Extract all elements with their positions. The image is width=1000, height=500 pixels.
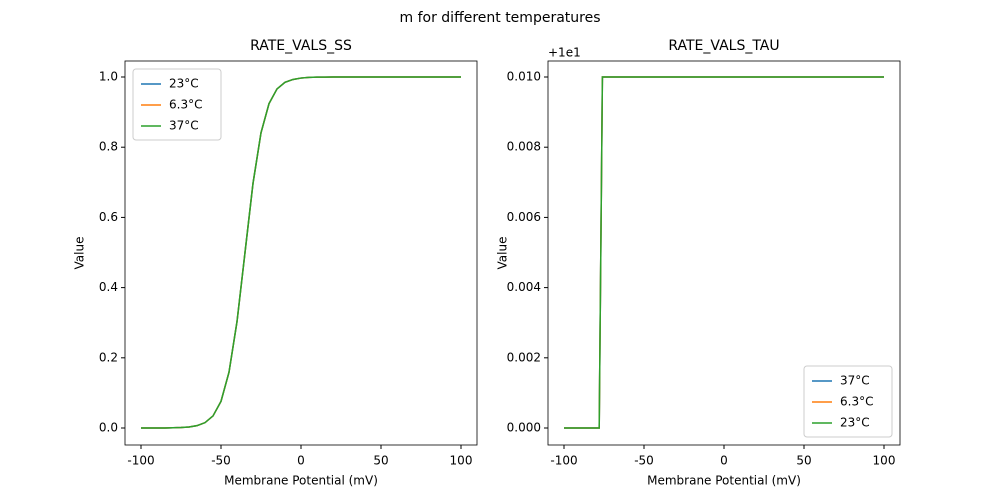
x-tick-label: -100 <box>127 454 154 468</box>
x-tick-label: 100 <box>873 454 896 468</box>
x-tick-label: -50 <box>211 454 231 468</box>
axes-title: RATE_VALS_SS <box>250 38 352 54</box>
y-tick-label: 0.006 <box>507 210 541 224</box>
legend-label: 6.3°C <box>840 395 873 409</box>
y-tick-label: 0.000 <box>507 421 541 435</box>
x-tick-label: -100 <box>550 454 577 468</box>
y-tick-label: 0.8 <box>99 140 118 154</box>
legend-box <box>132 68 222 141</box>
x-tick-label: 0 <box>720 454 728 468</box>
y-axis-label: Value <box>496 237 510 270</box>
y-tick-label: 0.002 <box>507 350 541 364</box>
series-line <box>564 76 884 429</box>
legend-label: 37°C <box>169 119 199 133</box>
figure-title: m for different temperatures <box>400 10 601 26</box>
x-axis-label: Membrane Potential (mV) <box>224 474 378 488</box>
x-tick-label: -50 <box>634 454 654 468</box>
legend-label: 23°C <box>840 416 870 430</box>
y-tick-label: 0.010 <box>507 70 541 84</box>
legend-label: 6.3°C <box>169 98 202 112</box>
x-tick-label: 50 <box>796 454 811 468</box>
y-tick-label: 0.008 <box>507 140 541 154</box>
y-tick-label: 1.0 <box>99 70 118 84</box>
axes-frame <box>547 60 901 446</box>
x-axis-label: Membrane Potential (mV) <box>647 474 801 488</box>
axes-title: RATE_VALS_TAU <box>668 38 779 54</box>
axes-frame <box>124 60 478 446</box>
y-tick-label: 0.4 <box>99 280 118 294</box>
legend-label: 23°C <box>169 77 199 91</box>
y-tick-label: 0.0 <box>99 421 118 435</box>
y-tick-label: 0.6 <box>99 210 118 224</box>
x-tick-label: 100 <box>450 454 473 468</box>
legend-box <box>803 365 893 438</box>
x-tick-label: 0 <box>297 454 305 468</box>
legend-label: 37°C <box>840 374 870 388</box>
y-tick-label: 0.004 <box>507 280 541 294</box>
y-tick-label: 0.2 <box>99 350 118 364</box>
x-tick-label: 50 <box>373 454 388 468</box>
offset-text: +1e1 <box>548 46 581 60</box>
y-axis-label: Value <box>73 237 87 270</box>
series-line <box>140 76 461 429</box>
